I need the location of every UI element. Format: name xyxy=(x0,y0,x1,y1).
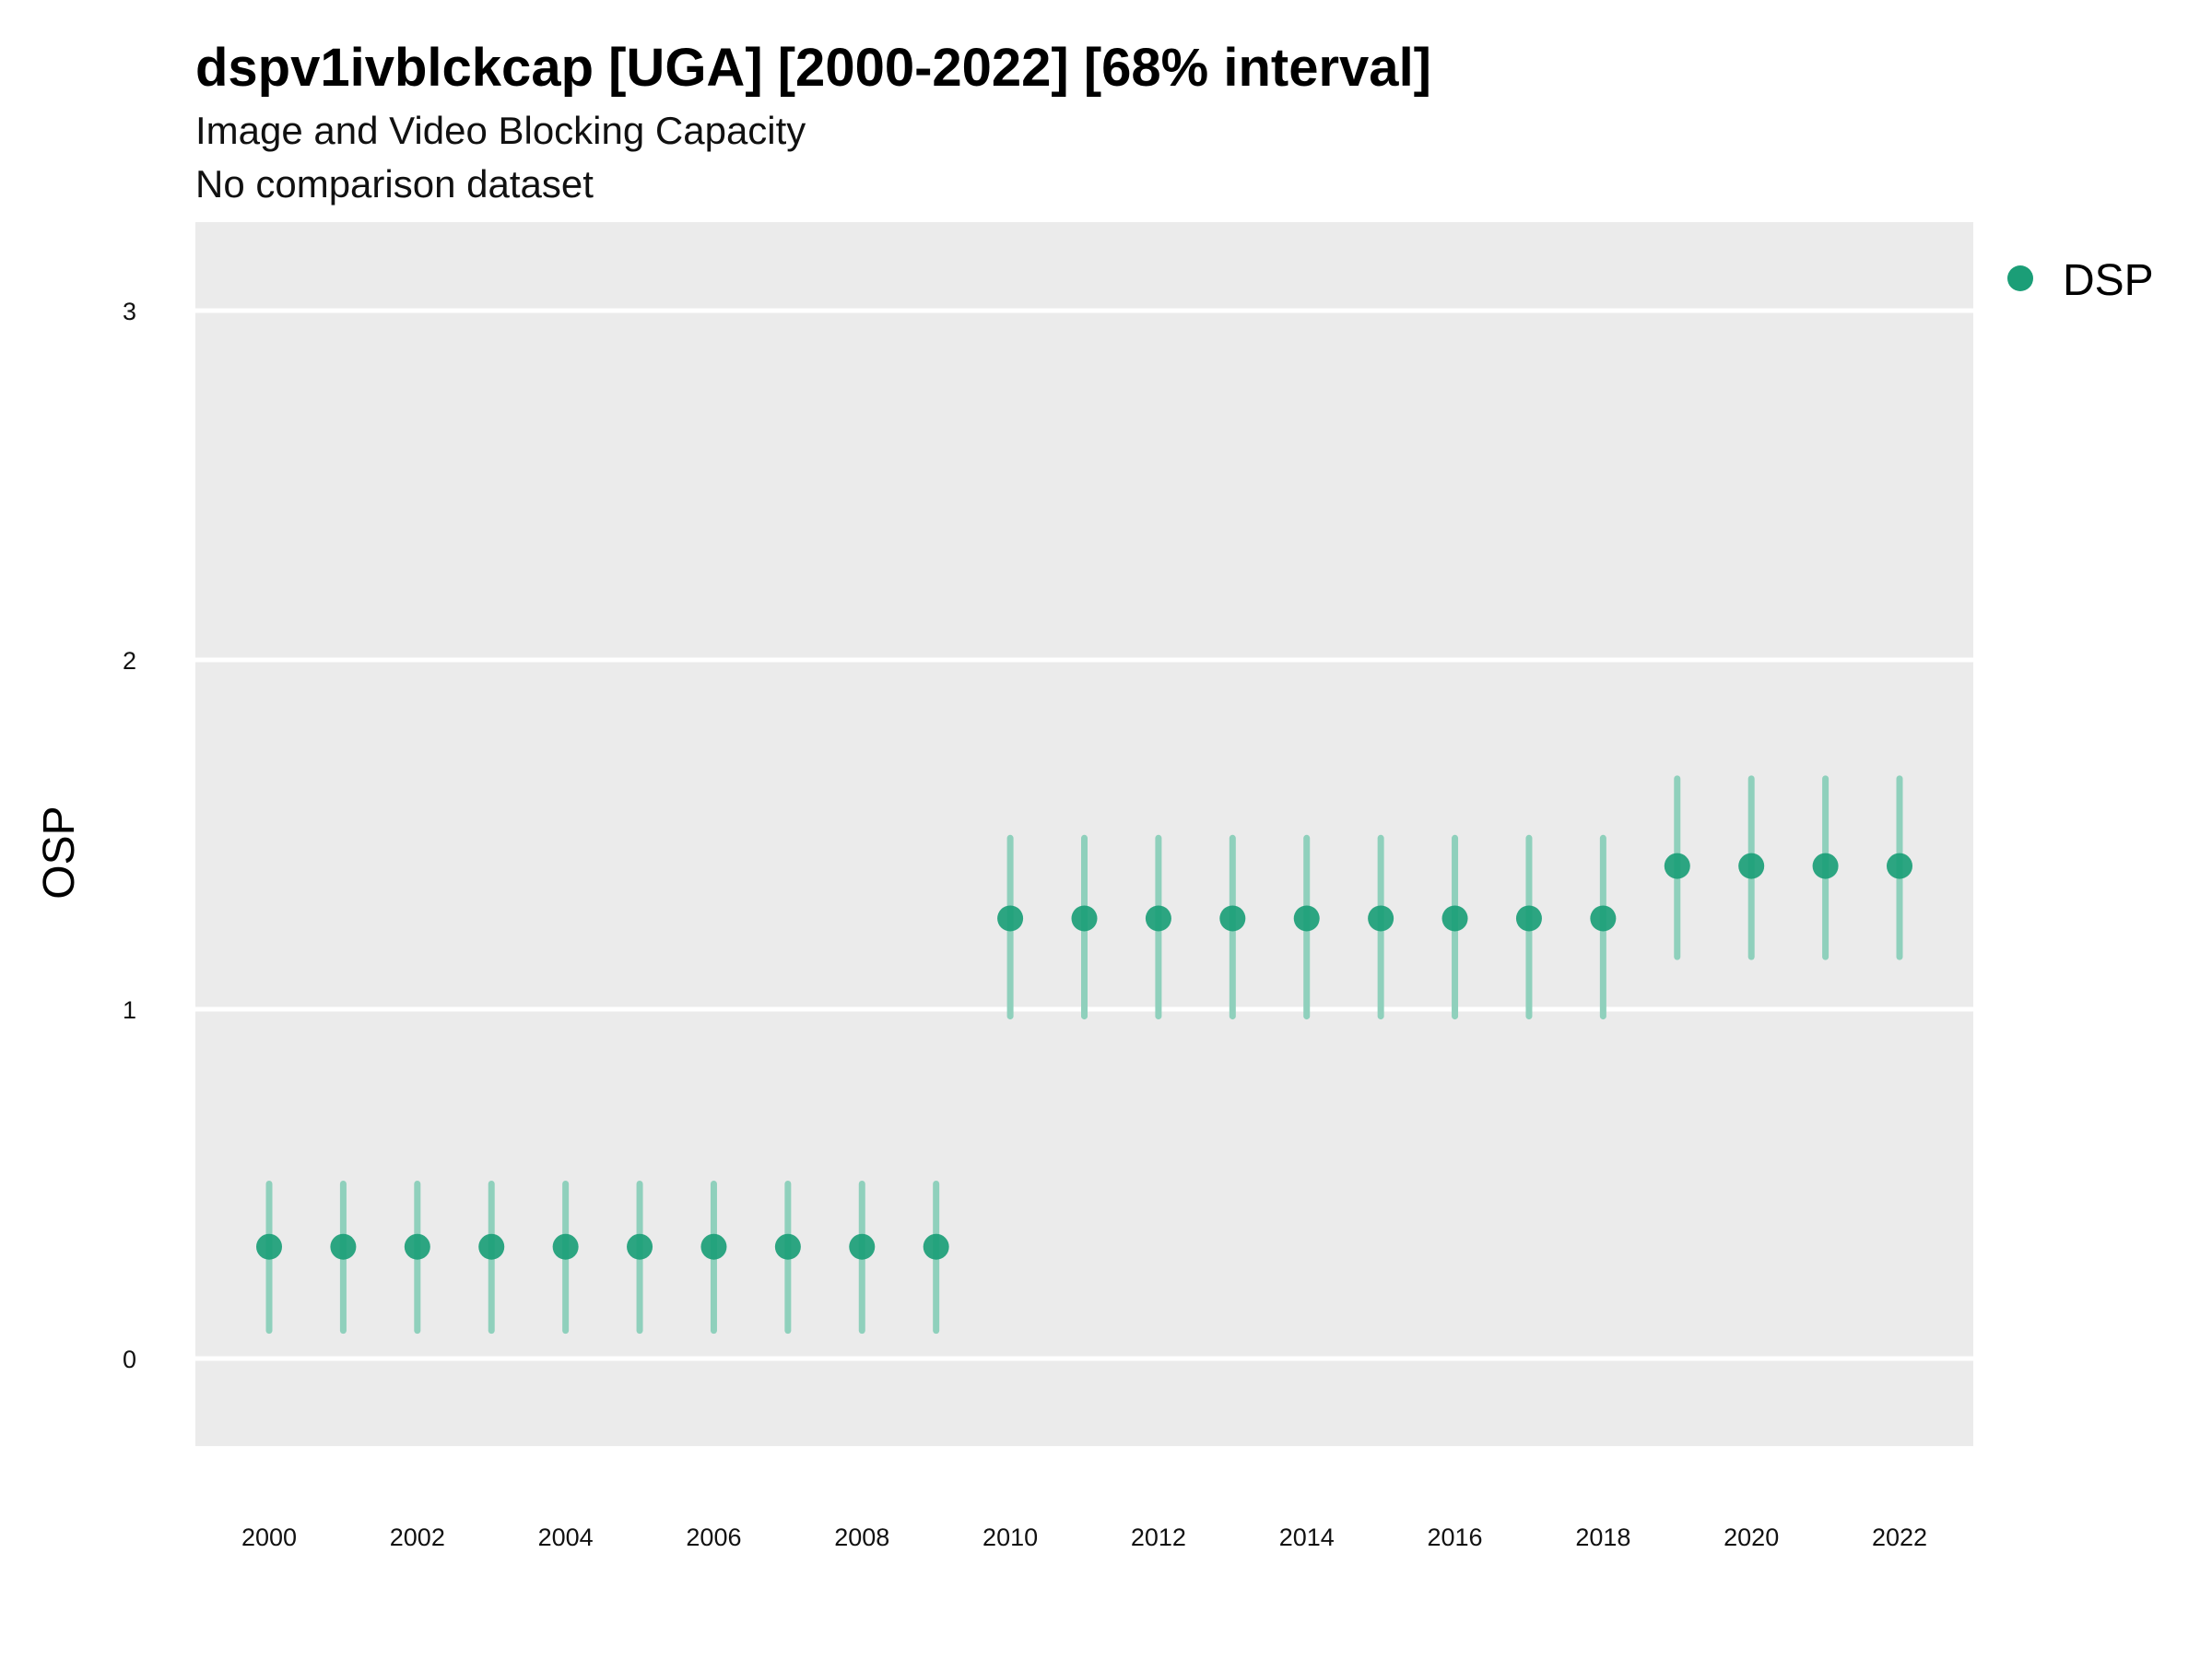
estimate-point-2022 xyxy=(1887,853,1912,879)
estimate-point-2001 xyxy=(330,1233,357,1260)
y-tick-label-0: 0 xyxy=(123,1346,136,1373)
x-tick-label-2020: 2020 xyxy=(1724,1524,1779,1551)
estimate-point-2004 xyxy=(552,1233,579,1260)
x-tick-label-2010: 2010 xyxy=(982,1524,1038,1551)
estimate-point-2019 xyxy=(1664,853,1690,879)
x-tick-label-2008: 2008 xyxy=(834,1524,889,1551)
legend-marker-dsp xyxy=(2007,265,2033,291)
x-axis-tick-labels: 2000 2002 2004 2006 2008 2010 2012 2014 2016 2018… xyxy=(241,1524,1927,1551)
estimate-point-2006 xyxy=(700,1233,727,1260)
x-tick-label-2016: 2016 xyxy=(1428,1524,1483,1551)
x-tick-label-2002: 2002 xyxy=(390,1524,445,1551)
legend-label-dsp: DSP xyxy=(2063,256,2154,305)
estimate-point-2002 xyxy=(404,1233,430,1260)
estimate-point-2011 xyxy=(1071,905,1098,932)
estimate-point-2012 xyxy=(1145,905,1171,932)
estimate-point-2017 xyxy=(1515,905,1542,932)
x-tick-label-2012: 2012 xyxy=(1131,1524,1186,1551)
y-axis-title: OSP xyxy=(35,806,84,899)
x-tick-label-2014: 2014 xyxy=(1279,1524,1335,1551)
estimate-point-2008 xyxy=(849,1233,876,1260)
chart-caption-line: No comparison dataset xyxy=(195,162,594,206)
estimate-point-2009 xyxy=(923,1233,949,1260)
y-axis-tick-labels: 0 1 2 3 xyxy=(123,298,136,1373)
x-tick-label-2004: 2004 xyxy=(538,1524,594,1551)
plot-panel xyxy=(195,222,1973,1446)
estimate-point-2010 xyxy=(997,905,1024,932)
y-tick-label-1: 1 xyxy=(123,996,136,1024)
estimate-point-2016 xyxy=(1441,905,1468,932)
chart-title: dspv1ivblckcap [UGA] [2000-2022] [68% in… xyxy=(195,38,1431,98)
estimate-point-2021 xyxy=(1812,853,1839,879)
y-tick-label-2: 2 xyxy=(123,647,136,675)
estimate-point-2013 xyxy=(1219,905,1246,932)
estimate-point-2014 xyxy=(1293,905,1320,932)
estimate-point-2005 xyxy=(627,1233,653,1260)
x-tick-label-2000: 2000 xyxy=(241,1524,297,1551)
estimate-point-2007 xyxy=(774,1233,801,1260)
estimate-point-2018 xyxy=(1590,905,1617,932)
estimate-point-2003 xyxy=(478,1233,505,1260)
estimate-point-2015 xyxy=(1368,905,1394,932)
estimate-points xyxy=(256,853,1912,1260)
x-tick-label-2022: 2022 xyxy=(1872,1524,1927,1551)
x-tick-label-2006: 2006 xyxy=(686,1524,741,1551)
gridlines xyxy=(195,308,1973,1361)
legend: DSP xyxy=(2007,256,2154,305)
chart-subtitle: Image and Video Blocking Capacity xyxy=(195,109,806,152)
x-tick-label-2018: 2018 xyxy=(1575,1524,1630,1551)
estimate-point-2000 xyxy=(256,1233,282,1260)
estimate-point-2020 xyxy=(1738,853,1765,879)
y-tick-label-3: 3 xyxy=(123,298,136,325)
